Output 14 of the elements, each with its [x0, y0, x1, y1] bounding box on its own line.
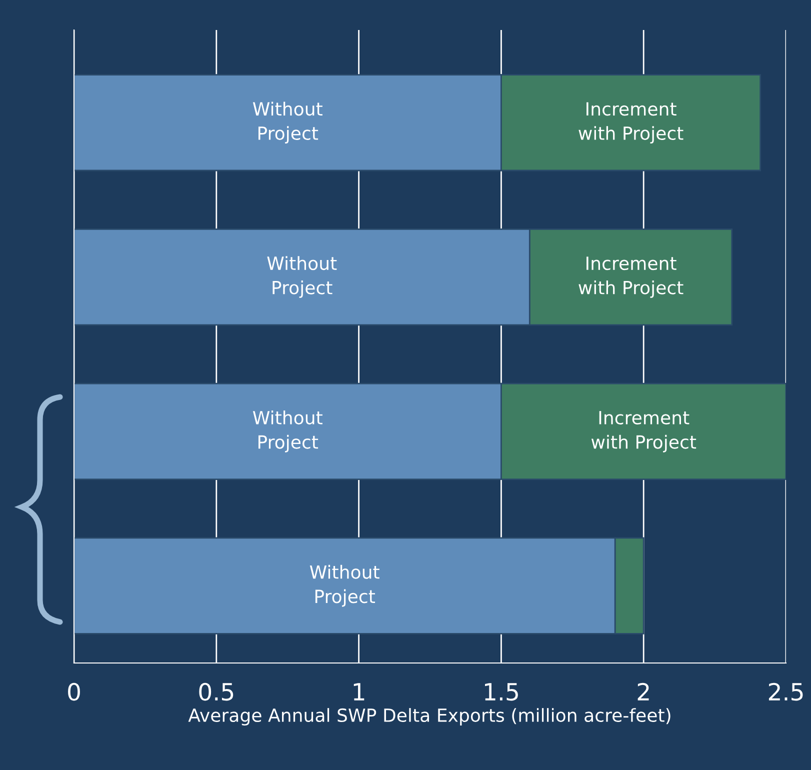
text: Without Project: [267, 256, 337, 298]
x-tick-label: 2: [638, 682, 649, 700]
x-tick-label: 0: [68, 682, 80, 701]
text: Increment with Project: [591, 411, 696, 452]
series-label: Without Project: [310, 564, 380, 607]
text: Increment with Project: [578, 102, 684, 144]
text: Without Project: [252, 102, 322, 144]
x-tick-label: 2.5: [768, 682, 803, 701]
series-label: Increment with Project: [578, 256, 684, 298]
x-axis-title: Average Annual SWP Delta Exports (million acre-feet): [188, 708, 670, 726]
x-tick-label: 1: [354, 683, 364, 700]
x-tick-label: 1.5: [485, 683, 518, 701]
x-tick-label: 0.5: [199, 682, 234, 701]
text: Without Project: [252, 410, 322, 452]
